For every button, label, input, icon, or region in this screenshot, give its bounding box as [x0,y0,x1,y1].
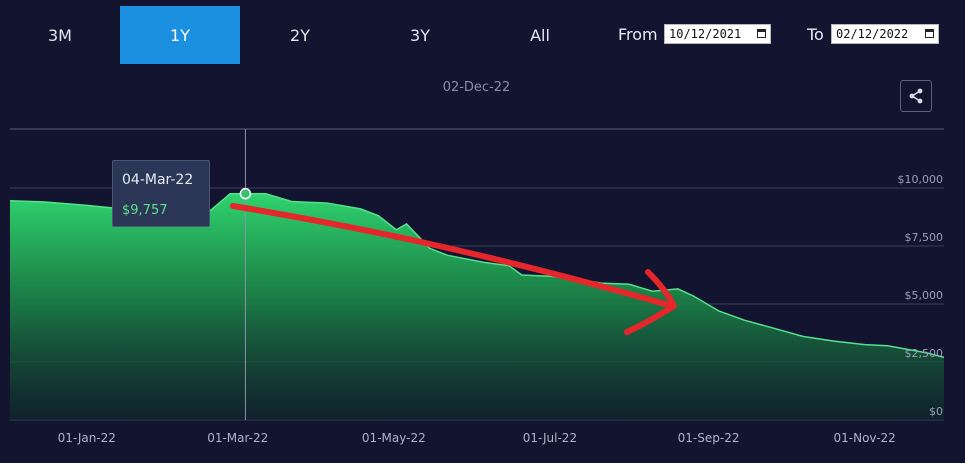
from-label: From [618,25,658,44]
chart-title: 02-Dec-22 [442,80,511,95]
y-tick-label: $2,500 [905,347,944,360]
area-fill [10,193,944,420]
tab-1y[interactable]: 1Y [120,6,240,64]
calendar-icon[interactable] [925,29,934,38]
share-button[interactable] [900,80,932,112]
y-tick-label: $0 [929,405,943,418]
from-date-value: 10/12/2021 [669,27,742,41]
x-tick-label: 01-Mar-22 [207,431,268,445]
calendar-icon[interactable] [757,29,766,38]
to-date-value: 02/12/2022 [836,27,909,41]
tooltip-value: $9,757 [122,203,168,218]
tab-2y[interactable]: 2Y [290,25,310,45]
tooltip: 04-Mar-22 $9,757 [112,160,210,227]
hover-point-marker[interactable] [239,187,252,200]
to-date-input[interactable]: 02/12/2022 [831,24,939,44]
x-tick-label: 01-Jan-22 [58,431,116,445]
x-tick-label: 01-Sep-22 [678,431,740,445]
x-tick-label: 01-Nov-22 [834,431,896,445]
x-tick-label: 01-May-22 [362,431,426,445]
tooltip-date: 04-Mar-22 [122,172,194,188]
annotation-arrow [230,203,677,335]
y-tick-label: $5,000 [905,289,944,302]
tab-all[interactable]: All [530,25,550,45]
to-label: To [807,25,824,44]
y-tick-label: $10,000 [898,173,944,186]
range-toolbar: 3M 1Y 2Y 3Y All From 10/12/2021 To 02/12… [0,0,965,64]
tab-3m[interactable]: 3M [48,25,72,45]
y-tick-label: $7,500 [905,231,944,244]
x-tick-label: 01-Jul-22 [523,431,577,445]
from-date-input[interactable]: 10/12/2021 [664,24,771,44]
share-icon [909,88,923,104]
x-axis-labels: 01-Jan-22 01-Mar-22 01-May-22 01-Jul-22 01-S… [58,431,896,445]
y-axis-labels: $0 $2,500 $5,000 $7,500 $10,000 [898,173,944,418]
tab-3y[interactable]: 3Y [410,25,430,45]
